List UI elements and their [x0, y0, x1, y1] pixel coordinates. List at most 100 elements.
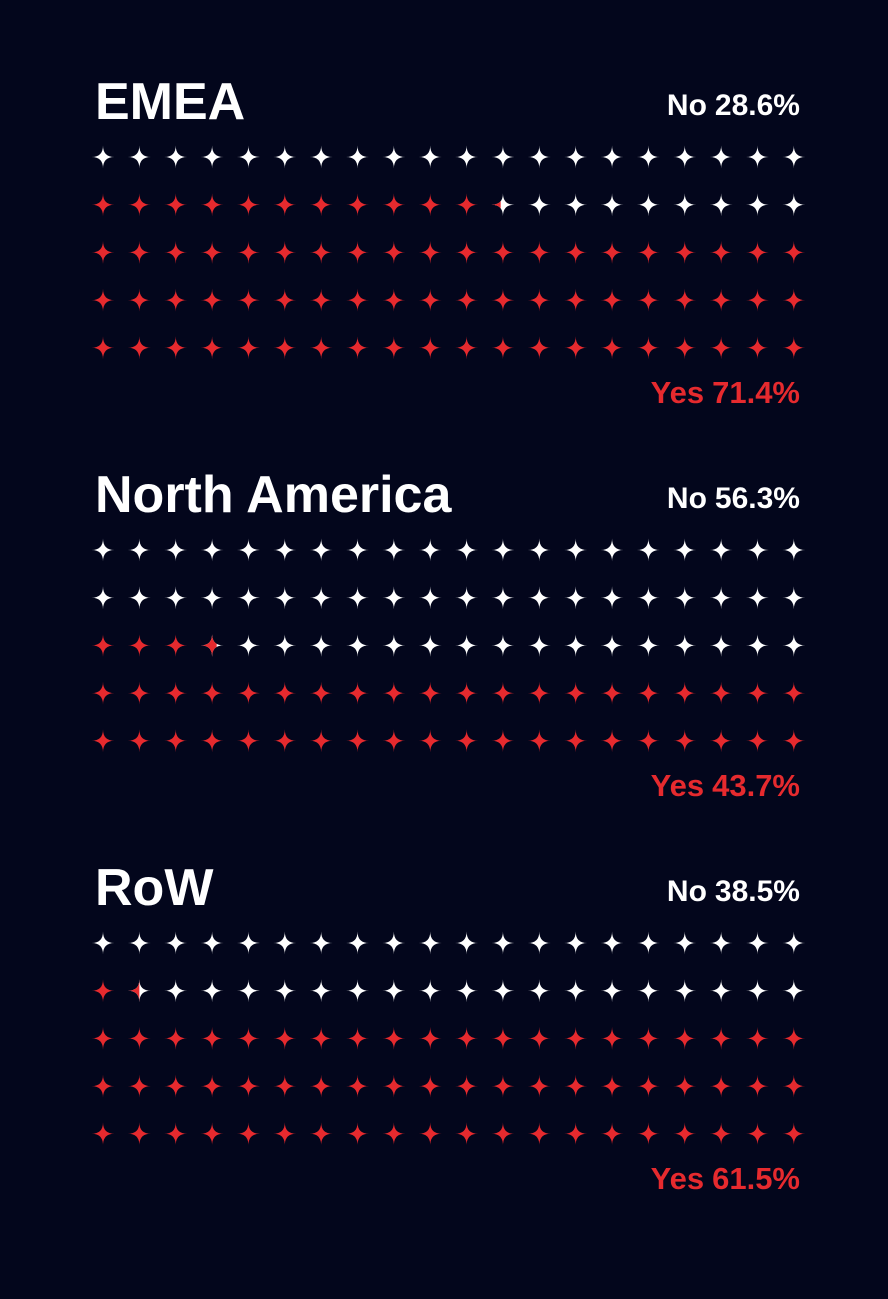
yes-label-value: 71.4% — [712, 375, 800, 410]
waffle-star-yes — [491, 729, 515, 753]
waffle-star-no — [418, 931, 442, 955]
waffle-star-no — [564, 633, 588, 657]
waffle-star-no — [382, 586, 406, 610]
waffle-star-yes — [200, 288, 224, 312]
no-label-word: No — [666, 482, 707, 515]
waffle-grid — [91, 145, 806, 360]
waffle-star-no — [745, 586, 769, 610]
waffle-star-yes — [600, 1026, 624, 1050]
waffle-star-no — [600, 979, 624, 1003]
waffle-star-yes — [200, 336, 224, 360]
waffle-star-yes — [127, 729, 151, 753]
waffle-star-yes — [600, 240, 624, 264]
no-label-word: No — [666, 875, 707, 908]
waffle-star-no — [527, 586, 551, 610]
waffle-star-no — [745, 633, 769, 657]
waffle-star-yes — [382, 1074, 406, 1098]
waffle-star-yes — [236, 1026, 260, 1050]
waffle-star-no — [346, 633, 370, 657]
waffle-star-yes — [309, 729, 333, 753]
waffle-star-yes — [346, 1026, 370, 1050]
waffle-star-yes — [745, 1074, 769, 1098]
waffle-star-yes — [309, 1074, 333, 1098]
waffle-star-no — [455, 633, 479, 657]
waffle-star-yes — [636, 288, 660, 312]
waffle-star-no — [673, 538, 697, 562]
waffle-star-no — [418, 979, 442, 1003]
no-label: No 56.3% — [667, 481, 800, 517]
waffle-star-yes — [455, 240, 479, 264]
waffle-star-yes — [455, 681, 479, 705]
waffle-star-yes — [273, 288, 297, 312]
waffle-star-yes — [309, 336, 333, 360]
waffle-star-no — [346, 145, 370, 169]
waffle-star-yes — [346, 193, 370, 217]
waffle-star-yes — [782, 1074, 806, 1098]
waffle-star-no — [673, 931, 697, 955]
panel-emea: EMEA No 28.6% Yes 71.4% — [0, 74, 888, 419]
waffle-star-no — [273, 145, 297, 169]
waffle-star-yes — [636, 240, 660, 264]
waffle-star-yes — [127, 1026, 151, 1050]
chart-title: North America — [95, 466, 452, 524]
waffle-star-no — [273, 538, 297, 562]
waffle-star-no — [782, 931, 806, 955]
waffle-star-no — [382, 633, 406, 657]
waffle-star-no — [200, 931, 224, 955]
waffle-star-yes — [273, 1074, 297, 1098]
waffle-star-no — [455, 538, 479, 562]
yes-label: Yes 43.7% — [651, 768, 800, 804]
waffle-star-yes — [236, 336, 260, 360]
waffle-star-yes — [91, 633, 115, 657]
waffle-star-yes — [782, 336, 806, 360]
waffle-star-partial — [491, 193, 515, 217]
waffle-star-yes — [636, 729, 660, 753]
waffle-star-no — [418, 145, 442, 169]
waffle-star-yes — [127, 240, 151, 264]
waffle-star-yes — [745, 240, 769, 264]
waffle-star-yes — [636, 1026, 660, 1050]
waffle-star-yes — [527, 1026, 551, 1050]
waffle-star-no — [782, 633, 806, 657]
waffle-star-yes — [346, 1074, 370, 1098]
yes-label-value: 43.7% — [712, 768, 800, 803]
waffle-star-yes — [782, 288, 806, 312]
waffle-star-yes — [127, 681, 151, 705]
waffle-star-yes — [309, 240, 333, 264]
waffle-star-no — [164, 979, 188, 1003]
waffle-star-yes — [164, 1026, 188, 1050]
waffle-star-yes — [418, 240, 442, 264]
no-label-word: No — [666, 89, 707, 122]
waffle-star-partial — [127, 979, 151, 1003]
waffle-star-no — [673, 633, 697, 657]
waffle-star-no — [527, 538, 551, 562]
waffle-star-no — [564, 586, 588, 610]
waffle-star-no — [455, 931, 479, 955]
waffle-star-yes — [709, 336, 733, 360]
waffle-star-no — [455, 586, 479, 610]
waffle-star-yes — [382, 1122, 406, 1146]
waffle-star-no — [346, 538, 370, 562]
waffle-star-no — [382, 931, 406, 955]
waffle-star-no — [309, 145, 333, 169]
waffle-star-yes — [564, 288, 588, 312]
waffle-star-no — [709, 633, 733, 657]
chart-title: EMEA — [95, 73, 246, 131]
waffle-star-no — [127, 145, 151, 169]
waffle-star-no — [564, 979, 588, 1003]
waffle-star-no — [491, 931, 515, 955]
no-label-value: 56.3% — [714, 482, 800, 515]
waffle-star-no — [527, 979, 551, 1003]
waffle-star-no — [564, 538, 588, 562]
waffle-star-yes — [527, 1074, 551, 1098]
waffle-star-no — [745, 931, 769, 955]
waffle-star-yes — [164, 633, 188, 657]
waffle-star-no — [636, 193, 660, 217]
waffle-star-no — [200, 538, 224, 562]
waffle-star-yes — [600, 681, 624, 705]
waffle-star-yes — [418, 288, 442, 312]
waffle-star-yes — [745, 336, 769, 360]
waffle-star-yes — [491, 1122, 515, 1146]
waffle-star-yes — [600, 729, 624, 753]
waffle-star-yes — [418, 681, 442, 705]
